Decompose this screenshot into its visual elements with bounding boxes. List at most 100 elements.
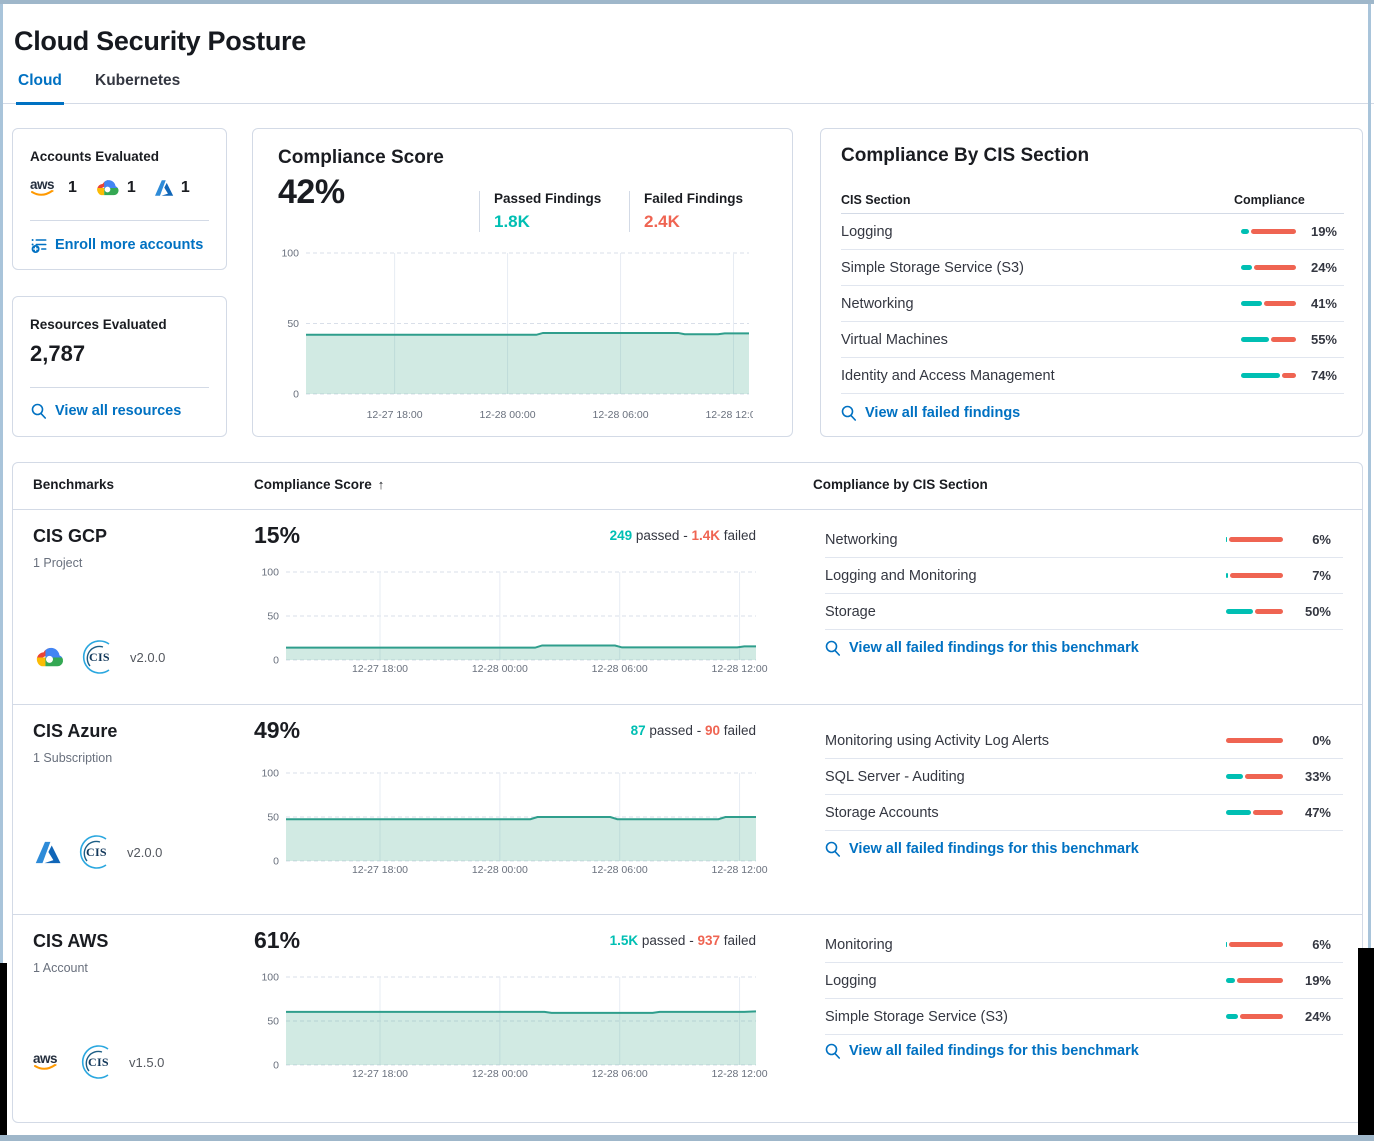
svg-text:50: 50 bbox=[267, 812, 279, 824]
compliance-bar bbox=[1226, 942, 1283, 947]
svg-text:12-28 06:00: 12-28 06:00 bbox=[592, 663, 648, 675]
table-row: Simple Storage Service (S3) 24% bbox=[825, 999, 1343, 1035]
benchmark-logos: CIS v2.0.0 bbox=[33, 833, 162, 871]
screen-background-right bbox=[1358, 948, 1374, 1135]
compliance-bar bbox=[1226, 537, 1283, 542]
svg-text:100: 100 bbox=[261, 768, 279, 780]
compliance-score-card: Compliance Score 42% Passed Findings 1.8… bbox=[252, 128, 793, 437]
svg-text:0: 0 bbox=[273, 655, 279, 667]
tab-bar: Cloud Kubernetes bbox=[0, 66, 1374, 105]
azure-account: 1 bbox=[153, 178, 190, 198]
passed-failed-summary: 1.5K passed - 937 failed bbox=[609, 933, 756, 948]
table-row: Storage Accounts 47% bbox=[825, 795, 1343, 831]
benchmark-sections: Networking 6% Logging and Monitoring 7% … bbox=[825, 522, 1343, 630]
benchmark-version: v2.0.0 bbox=[127, 844, 163, 860]
resources-evaluated-title: Resources Evaluated bbox=[30, 317, 167, 332]
benchmark-score: 61% bbox=[254, 927, 301, 953]
passed-findings-block: Passed Findings 1.8K bbox=[479, 191, 629, 232]
aws-account: aws 1 bbox=[30, 177, 77, 199]
compliance-bar bbox=[1226, 810, 1283, 815]
window-border-bottom bbox=[0, 1135, 1374, 1141]
gcp-account-count: 1 bbox=[126, 179, 136, 196]
aws-logo: aws bbox=[30, 177, 62, 199]
svg-text:100: 100 bbox=[261, 567, 279, 579]
compliance-bar bbox=[1226, 609, 1283, 614]
benchmark-row-cis-azure: CIS Azure 1 Subscription CIS v2.0.0 49% bbox=[13, 705, 1362, 915]
view-all-failed-findings-link[interactable]: View all failed findings bbox=[841, 405, 1020, 421]
compliance-score-value: 42% bbox=[278, 173, 345, 211]
benchmark-version: v1.5.0 bbox=[129, 1054, 165, 1070]
failed-findings-label: Failed Findings bbox=[644, 191, 744, 206]
view-failed-findings-benchmark-link[interactable]: View all failed findings for this benchm… bbox=[825, 841, 1139, 857]
search-icon bbox=[825, 1043, 840, 1059]
cis-logo: CIS bbox=[78, 1043, 116, 1081]
benchmark-subtitle: 1 Account bbox=[33, 961, 88, 975]
col-compliance: Compliance bbox=[1234, 193, 1305, 207]
svg-text:100: 100 bbox=[281, 248, 299, 260]
svg-text:12-28 06:00: 12-28 06:00 bbox=[592, 864, 648, 876]
svg-text:50: 50 bbox=[287, 318, 299, 330]
benchmark-logos: aws CIS v1.5.0 bbox=[33, 1043, 164, 1081]
accounts-evaluated-card: Accounts Evaluated aws 1 bbox=[12, 128, 227, 270]
screen-background-left bbox=[0, 963, 7, 1135]
compliance-score-trend-chart: 0 50 100 12-27 18:00 12-28 00:00 12-28 06:00 1… bbox=[281, 248, 753, 422]
compliance-bar bbox=[1226, 738, 1283, 743]
svg-text:12-27 18:00: 12-27 18:00 bbox=[352, 1068, 408, 1080]
gcp-account: 1 bbox=[94, 177, 136, 199]
cis-section-card-title: Compliance By CIS Section bbox=[841, 145, 1090, 166]
enroll-more-accounts-link[interactable]: Enroll more accounts bbox=[31, 237, 203, 253]
svg-text:12-28 12:00: 12-28 12:00 bbox=[705, 409, 753, 421]
col-cis-section: CIS Section bbox=[841, 193, 911, 207]
compliance-bar bbox=[1241, 301, 1296, 306]
view-all-resources-label: View all resources bbox=[55, 403, 182, 419]
svg-text:12-28 06:00: 12-28 06:00 bbox=[592, 409, 648, 421]
svg-text:12-28 00:00: 12-28 00:00 bbox=[472, 864, 528, 876]
compliance-by-cis-section-card: Compliance By CIS Section CIS Section Co… bbox=[820, 128, 1363, 437]
benchmark-sections: Monitoring using Activity Log Alerts 0% … bbox=[825, 723, 1343, 831]
passed-failed-summary: 249 passed - 1.4K failed bbox=[609, 528, 756, 543]
view-failed-findings-benchmark-link[interactable]: View all failed findings for this benchm… bbox=[825, 1043, 1139, 1059]
view-failed-findings-benchmark-link[interactable]: View all failed findings for this benchm… bbox=[825, 640, 1139, 656]
benchmark-version: v2.0.0 bbox=[130, 649, 166, 665]
table-row: Virtual Machines 55% bbox=[841, 322, 1344, 358]
sort-ascending-icon: ↑ bbox=[377, 477, 385, 492]
svg-text:50: 50 bbox=[267, 611, 279, 623]
table-row: Monitoring 6% bbox=[825, 927, 1343, 963]
benchmark-row-cis-gcp: CIS GCP 1 Project bbox=[13, 510, 1362, 705]
resources-evaluated-card: Resources Evaluated 2,787 View all resou… bbox=[12, 296, 227, 437]
compliance-bar bbox=[1241, 373, 1296, 378]
findings-summary: Passed Findings 1.8K Failed Findings 2.4… bbox=[479, 191, 779, 232]
benchmark-score: 49% bbox=[254, 717, 301, 743]
benchmark-logos: CIS v2.0.0 bbox=[33, 638, 165, 676]
list-add-icon bbox=[31, 239, 47, 253]
view-all-resources-link[interactable]: View all resources bbox=[31, 403, 181, 419]
accounts-evaluated-title: Accounts Evaluated bbox=[30, 149, 160, 164]
svg-text:12-27 18:00: 12-27 18:00 bbox=[352, 663, 408, 675]
benchmark-score: 15% bbox=[254, 522, 301, 548]
svg-text:12-28 12:00: 12-28 12:00 bbox=[712, 663, 768, 675]
svg-text:12-28 00:00: 12-28 00:00 bbox=[472, 663, 528, 675]
benchmark-subtitle: 1 Subscription bbox=[33, 751, 113, 765]
search-icon bbox=[841, 405, 856, 421]
col-compliance-score-sort[interactable]: Compliance Score ↑ bbox=[254, 477, 385, 492]
search-icon bbox=[31, 403, 46, 419]
svg-text:12-28 12:00: 12-28 12:00 bbox=[712, 1068, 768, 1080]
cis-section-table-header: CIS Section Compliance bbox=[841, 187, 1344, 214]
tab-kubernetes[interactable]: Kubernetes bbox=[95, 72, 181, 89]
table-row: Logging 19% bbox=[841, 214, 1344, 250]
benchmark-trend-chart: 0 50 100 12-27 18:00 12-28 00:00 12-28 06:00 1… bbox=[261, 768, 767, 877]
window-border-top bbox=[0, 0, 1374, 4]
compliance-bar bbox=[1241, 337, 1296, 342]
svg-text:12-28 00:00: 12-28 00:00 bbox=[480, 409, 536, 421]
svg-text:12-27 18:00: 12-27 18:00 bbox=[352, 864, 408, 876]
gcp-logo bbox=[36, 647, 64, 666]
tab-cloud[interactable]: Cloud bbox=[16, 66, 64, 105]
svg-text:0: 0 bbox=[273, 856, 279, 868]
compliance-bar bbox=[1226, 978, 1283, 983]
benchmark-trend-chart: 0 50 100 12-27 18:00 12-28 00:00 12-28 06:00 1… bbox=[261, 972, 768, 1081]
cis-logo: CIS bbox=[79, 638, 117, 676]
svg-text:0: 0 bbox=[293, 389, 299, 401]
aws-account-count: 1 bbox=[68, 179, 77, 196]
benchmark-row-cis-aws: CIS AWS 1 Account aws CIS v bbox=[13, 915, 1362, 1127]
table-row: Monitoring using Activity Log Alerts 0% bbox=[825, 723, 1343, 759]
